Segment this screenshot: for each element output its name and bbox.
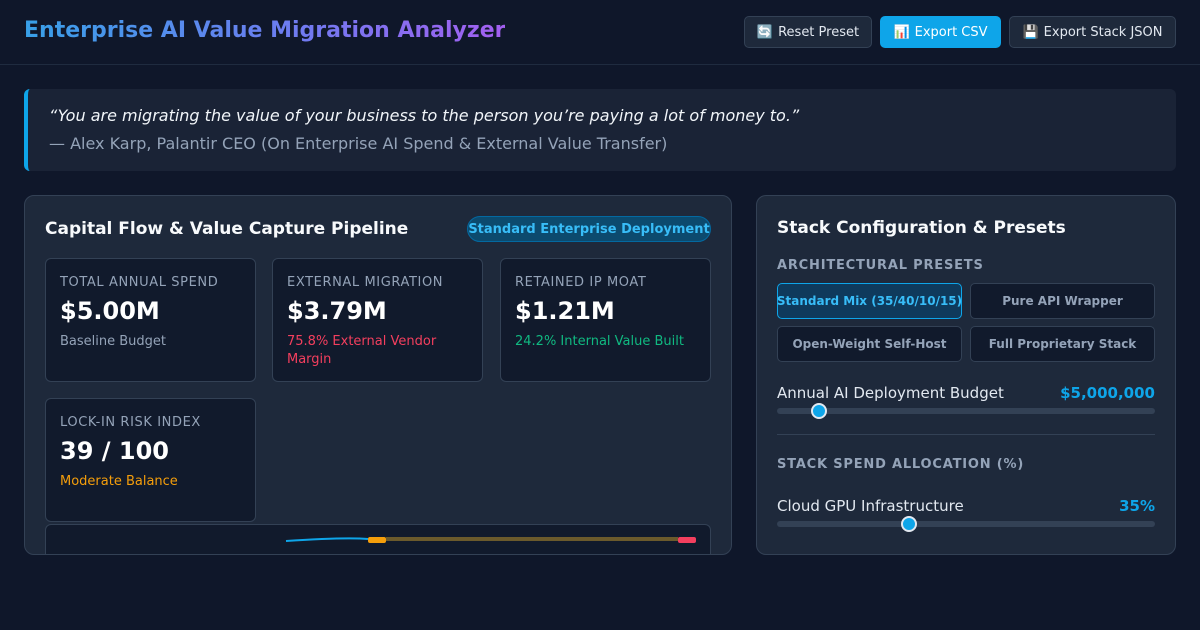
- deployment-badge: Standard Enterprise Deployment: [467, 216, 711, 242]
- budget-slider-track[interactable]: [777, 403, 1155, 419]
- card-label: TOTAL ANNUAL SPEND: [60, 275, 219, 290]
- app-header: Enterprise AI Value Migration Analyzer 🔄…: [0, 0, 1200, 65]
- flow-diagram: [285, 537, 696, 543]
- config-title: Stack Configuration & Presets: [777, 218, 1066, 238]
- reset-preset-label: Reset Preset: [778, 24, 860, 40]
- quote-attribution: — Alex Karp, Palantir CEO (On Enterprise…: [49, 134, 668, 153]
- app-title: Enterprise AI Value Migration Analyzer: [24, 18, 506, 43]
- refresh-icon: 🔄: [756, 24, 774, 40]
- card-subtext: Baseline Budget: [60, 334, 167, 349]
- flow-curve: [285, 537, 369, 542]
- card-value: $5.00M: [60, 297, 160, 325]
- card-subtext: 24.2% Internal Value Built: [515, 334, 684, 349]
- flow-diagram-card: [45, 524, 711, 554]
- presets-section-label: ARCHITECTURAL PRESETS: [777, 258, 984, 273]
- section-divider: [777, 434, 1155, 435]
- budget-value: $5,000,000: [1060, 384, 1155, 402]
- pipeline-title: Capital Flow & Value Capture Pipeline: [45, 219, 409, 239]
- flow-segment-warning: [368, 537, 386, 543]
- lock-in-risk-card: LOCK-IN RISK INDEX 39 / 100 Moderate Bal…: [45, 398, 256, 522]
- pipeline-panel: Capital Flow & Value Capture Pipeline St…: [24, 195, 732, 555]
- card-value: 39 / 100: [60, 437, 169, 465]
- allocation-section-label: STACK SPEND ALLOCATION (%): [777, 457, 1025, 472]
- export-csv-button[interactable]: 📊 Export CSV: [880, 16, 1001, 48]
- export-csv-label: Export CSV: [914, 24, 988, 40]
- export-stack-json-button[interactable]: 💾 Export Stack JSON: [1009, 16, 1176, 48]
- card-label: RETAINED IP MOAT: [515, 275, 647, 290]
- budget-label: Annual AI Deployment Budget: [777, 384, 1004, 402]
- preset-open-weight-self-host[interactable]: Open-Weight Self-Host: [777, 326, 962, 362]
- card-subtext: 75.8% External Vendor Margin: [287, 334, 437, 367]
- card-label: LOCK-IN RISK INDEX: [60, 415, 201, 430]
- card-value: $1.21M: [515, 297, 615, 325]
- export-stack-json-label: Export Stack JSON: [1043, 24, 1163, 40]
- quote-block: “You are migrating the value of your bus…: [24, 89, 1176, 171]
- floppy-disk-icon: 💾: [1022, 24, 1039, 40]
- preset-standard-mix[interactable]: Standard Mix (35/40/10/15): [777, 283, 962, 319]
- card-subtext: Moderate Balance: [60, 474, 178, 489]
- flow-segment-migration: [386, 537, 678, 541]
- flow-segment-danger: [678, 537, 696, 543]
- retained-ip-card: RETAINED IP MOAT $1.21M 24.2% Internal V…: [500, 258, 711, 382]
- preset-full-proprietary-stack[interactable]: Full Proprietary Stack: [970, 326, 1155, 362]
- chart-icon: 📊: [893, 24, 910, 40]
- quote-text: “You are migrating the value of your bus…: [49, 106, 800, 125]
- cloud-gpu-value: 35%: [1119, 497, 1155, 515]
- config-panel: Stack Configuration & Presets ARCHITECTU…: [756, 195, 1176, 555]
- card-label: EXTERNAL MIGRATION: [287, 275, 444, 290]
- preset-pure-api-wrapper[interactable]: Pure API Wrapper: [970, 283, 1155, 319]
- budget-slider-thumb[interactable]: [810, 403, 827, 419]
- cloud-gpu-slider-thumb[interactable]: [901, 516, 918, 532]
- reset-preset-button[interactable]: 🔄 Reset Preset: [744, 16, 872, 48]
- card-value: $3.79M: [287, 297, 387, 325]
- total-spend-card: TOTAL ANNUAL SPEND $5.00M Baseline Budge…: [45, 258, 256, 382]
- cloud-gpu-label: Cloud GPU Infrastructure: [777, 497, 964, 515]
- cloud-gpu-slider-track[interactable]: [777, 516, 1155, 532]
- external-migration-card: EXTERNAL MIGRATION $3.79M 75.8% External…: [272, 258, 483, 382]
